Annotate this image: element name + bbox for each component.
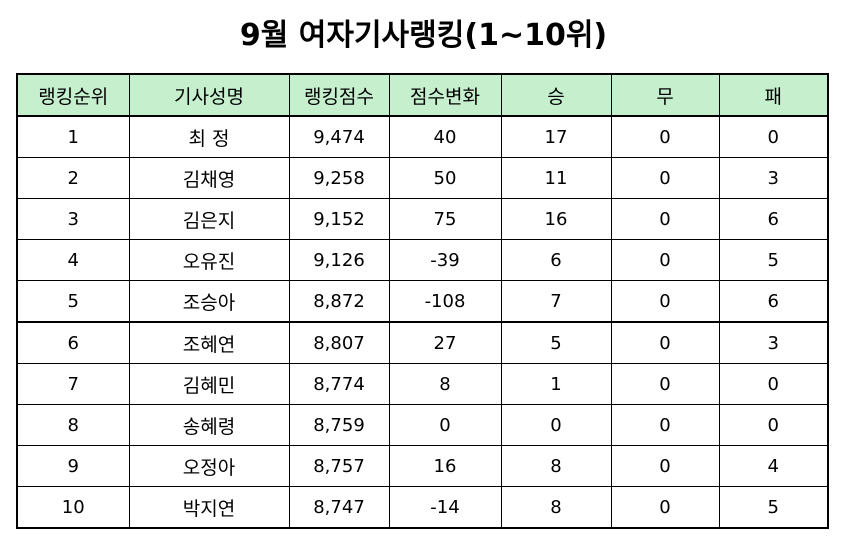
header-player-name: 기사성명 [128,73,290,117]
wins-cell: 16 [500,198,612,240]
table-row: 10 박지연 8,747 -14 8 0 5 [16,486,829,529]
player-name-cell: 조승아 [128,280,290,323]
draws-cell: 0 [610,363,720,405]
table-row: 5 조승아 8,872 -108 7 0 6 [16,280,829,323]
player-name-cell: 오유진 [128,239,290,281]
draws-cell: 0 [610,157,720,199]
wins-cell: 0 [500,404,612,446]
rating-cell: 9,126 [288,239,390,281]
rating-cell: 8,774 [288,363,390,405]
player-name-cell: 오정아 [128,445,290,487]
header-rating-points: 랭킹점수 [288,73,390,117]
rating-cell: 9,258 [288,157,390,199]
rank-cell: 10 [16,486,130,529]
rank-cell: 6 [16,321,130,364]
table-row: 2 김채영 9,258 50 11 0 3 [16,157,829,199]
rank-cell: 9 [16,445,130,487]
rank-cell: 7 [16,363,130,405]
table-row: 6 조혜연 8,807 27 5 0 3 [16,321,829,364]
header-losses: 패 [718,73,829,117]
player-name-cell: 최 정 [128,115,290,158]
rank-cell: 5 [16,280,130,323]
change-cell: -14 [388,486,502,529]
losses-cell: 4 [718,445,829,487]
player-name-cell: 박지연 [128,486,290,529]
rating-cell: 9,474 [288,115,390,158]
losses-cell: 0 [718,363,829,405]
player-name-cell: 김은지 [128,198,290,240]
rank-cell: 1 [16,115,130,158]
draws-cell: 0 [610,404,720,446]
wins-cell: 17 [500,115,612,158]
draws-cell: 0 [610,115,720,158]
rating-cell: 8,807 [288,321,390,364]
rank-cell: 8 [16,404,130,446]
change-cell: 16 [388,445,502,487]
wins-cell: 5 [500,321,612,364]
wins-cell: 8 [500,486,612,529]
table-row: 8 송혜령 8,759 0 0 0 0 [16,404,829,446]
change-cell: 8 [388,363,502,405]
losses-cell: 6 [718,280,829,323]
losses-cell: 3 [718,321,829,364]
table-row: 7 김혜민 8,774 8 1 0 0 [16,363,829,405]
table-header-row: 랭킹순위 기사성명 랭킹점수 점수변화 승 무 패 [16,73,829,117]
losses-cell: 3 [718,157,829,199]
table-row: 4 오유진 9,126 -39 6 0 5 [16,239,829,281]
wins-cell: 7 [500,280,612,323]
rating-cell: 8,759 [288,404,390,446]
table-row: 3 김은지 9,152 75 16 0 6 [16,198,829,240]
table-row: 9 오정아 8,757 16 8 0 4 [16,445,829,487]
wins-cell: 11 [500,157,612,199]
draws-cell: 0 [610,239,720,281]
rank-cell: 4 [16,239,130,281]
rating-cell: 8,757 [288,445,390,487]
wins-cell: 8 [500,445,612,487]
change-cell: -39 [388,239,502,281]
table-row: 1 최 정 9,474 40 17 0 0 [16,115,829,158]
change-cell: 50 [388,157,502,199]
player-name-cell: 조혜연 [128,321,290,364]
change-cell: 27 [388,321,502,364]
losses-cell: 6 [718,198,829,240]
wins-cell: 6 [500,239,612,281]
header-draws: 무 [610,73,720,117]
rating-cell: 8,747 [288,486,390,529]
losses-cell: 0 [718,115,829,158]
draws-cell: 0 [610,486,720,529]
rating-cell: 8,872 [288,280,390,323]
rank-cell: 2 [16,157,130,199]
losses-cell: 0 [718,404,829,446]
draws-cell: 0 [610,321,720,364]
change-cell: -108 [388,280,502,323]
page-title: 9월 여자기사랭킹(1~10위) [239,18,608,53]
player-name-cell: 송혜령 [128,404,290,446]
change-cell: 0 [388,404,502,446]
rating-cell: 9,152 [288,198,390,240]
header-wins: 승 [500,73,612,117]
ranking-table: 랭킹순위 기사성명 랭킹점수 점수변화 승 무 패 1 최 정 9,474 40… [16,73,829,529]
losses-cell: 5 [718,239,829,281]
header-rank: 랭킹순위 [16,73,130,117]
losses-cell: 5 [718,486,829,529]
player-name-cell: 김채영 [128,157,290,199]
draws-cell: 0 [610,280,720,323]
rank-cell: 3 [16,198,130,240]
wins-cell: 1 [500,363,612,405]
player-name-cell: 김혜민 [128,363,290,405]
change-cell: 40 [388,115,502,158]
header-points-change: 점수변화 [388,73,502,117]
change-cell: 75 [388,198,502,240]
draws-cell: 0 [610,445,720,487]
draws-cell: 0 [610,198,720,240]
